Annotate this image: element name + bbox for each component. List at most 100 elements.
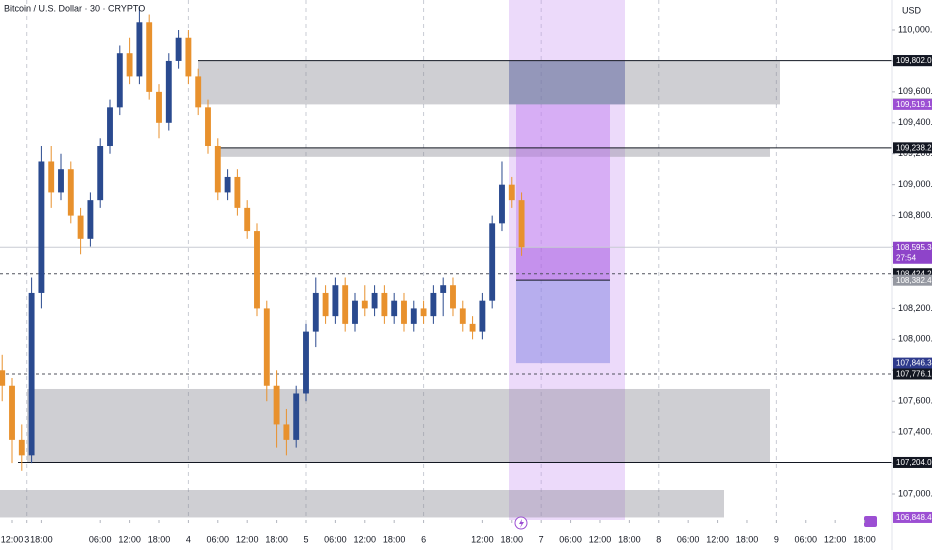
candle-body xyxy=(381,292,388,317)
candle-body xyxy=(116,53,123,108)
x-tick-label: 6 xyxy=(421,534,426,544)
candle-body xyxy=(450,285,456,309)
candle-body xyxy=(58,169,64,193)
candle-body xyxy=(28,292,35,456)
candle-body xyxy=(224,176,231,193)
y-tick-label: 107,400.00 xyxy=(898,427,932,437)
candle-body xyxy=(136,22,143,77)
price-label-bg xyxy=(893,357,932,369)
candle-body xyxy=(479,300,486,332)
zone-top xyxy=(198,60,780,105)
y-tick-label: 108,800.00 xyxy=(898,210,932,220)
price-label-bg xyxy=(893,274,932,286)
candle-body xyxy=(9,385,15,440)
x-tick-label: 18:00 xyxy=(30,534,53,544)
candle-body xyxy=(244,207,251,232)
x-tick-label: 18:00 xyxy=(501,534,524,544)
candle-body xyxy=(107,107,113,147)
candle-body xyxy=(518,200,525,248)
candle-body xyxy=(489,223,496,301)
price-label-bg xyxy=(893,55,932,67)
candle-body xyxy=(156,91,162,123)
candle-body xyxy=(0,370,6,386)
candle-body xyxy=(185,37,192,77)
candle-body xyxy=(303,331,309,394)
x-tick-label: 12:00 xyxy=(354,534,377,544)
x-tick-label: 18:00 xyxy=(618,534,641,544)
candle-body xyxy=(126,53,133,77)
price-label: 107,204.02 xyxy=(896,458,932,467)
candle-body xyxy=(401,300,407,324)
candle-body xyxy=(312,292,319,332)
price-label: 108,382.49 xyxy=(896,276,932,285)
x-tick-label: 06:00 xyxy=(559,534,582,544)
candle-body xyxy=(459,308,466,324)
candle-body xyxy=(342,285,349,324)
y-tick-label: 107,600.00 xyxy=(898,396,932,406)
position-target xyxy=(516,104,610,248)
price-label: 109,238.23 xyxy=(896,143,932,152)
candle-body xyxy=(469,323,476,332)
candle-body xyxy=(352,300,358,324)
candle-body xyxy=(273,385,280,425)
x-tick-label: 06:00 xyxy=(794,534,817,544)
x-tick-label: 5 xyxy=(303,534,308,544)
x-tick-label: 06:00 xyxy=(207,534,230,544)
candle-body xyxy=(38,161,45,293)
price-label-bg xyxy=(893,511,932,523)
price-label-bg xyxy=(893,142,932,154)
zone-mid xyxy=(220,147,770,157)
candle-body xyxy=(175,37,182,61)
settings-icon[interactable] xyxy=(864,516,877,527)
candle-body xyxy=(361,300,368,309)
y-tick-label: 109,400.00 xyxy=(898,117,932,127)
candle-body xyxy=(165,60,172,123)
candle-body xyxy=(293,393,300,440)
zone-bottom xyxy=(27,388,770,463)
price-label-bg xyxy=(893,241,932,264)
candle-body xyxy=(263,308,270,386)
candle-body xyxy=(67,169,74,216)
x-tick-label: 06:00 xyxy=(89,534,112,544)
candle-body xyxy=(87,200,94,239)
zone-lowest xyxy=(0,490,724,518)
y-tick-label: 109,600.00 xyxy=(898,86,932,96)
candle-body xyxy=(195,76,202,108)
price-label: 108,424.26 xyxy=(896,269,932,278)
x-tick-label: 06:00 xyxy=(677,534,700,544)
x-tick-label: 12:00 xyxy=(236,534,259,544)
candle-body xyxy=(97,146,104,201)
candle-body xyxy=(420,308,427,317)
candles xyxy=(0,6,525,471)
candle-body xyxy=(410,308,417,324)
price-label-bg xyxy=(893,268,932,280)
x-tick-label: 12:00 xyxy=(706,534,729,544)
position-entry xyxy=(516,247,610,281)
candle-body xyxy=(371,292,378,309)
x-tick-label: 18:00 xyxy=(383,534,406,544)
price-label-bg xyxy=(893,456,932,468)
candle-body xyxy=(254,231,260,309)
currency-label: USD xyxy=(902,5,922,15)
price-label: 109,519.13 xyxy=(896,100,932,109)
price-label: 108,595.34 xyxy=(896,243,932,252)
y-tick-label: 107,000.00 xyxy=(898,488,932,498)
x-tick-label: 3 xyxy=(24,534,29,544)
x-tick-label: 12:00 xyxy=(118,534,141,544)
x-tick-label: 18:00 xyxy=(853,534,876,544)
price-label: 107,776.13 xyxy=(896,370,932,379)
candle-body xyxy=(234,176,241,208)
countdown: 27:54 xyxy=(896,253,917,262)
price-label: 107,846.34 xyxy=(896,359,932,368)
x-tick-label: 12:00 xyxy=(471,534,494,544)
price-label: 109,802.02 xyxy=(896,56,932,65)
x-tick-label: 9 xyxy=(774,534,779,544)
candle-body xyxy=(430,292,437,317)
candle-body xyxy=(391,300,398,317)
y-tick-label: 108,200.00 xyxy=(898,303,932,313)
candle-body xyxy=(18,439,25,456)
alert-icon[interactable] xyxy=(514,516,528,530)
candle-body xyxy=(332,285,339,317)
drawings xyxy=(0,0,892,520)
